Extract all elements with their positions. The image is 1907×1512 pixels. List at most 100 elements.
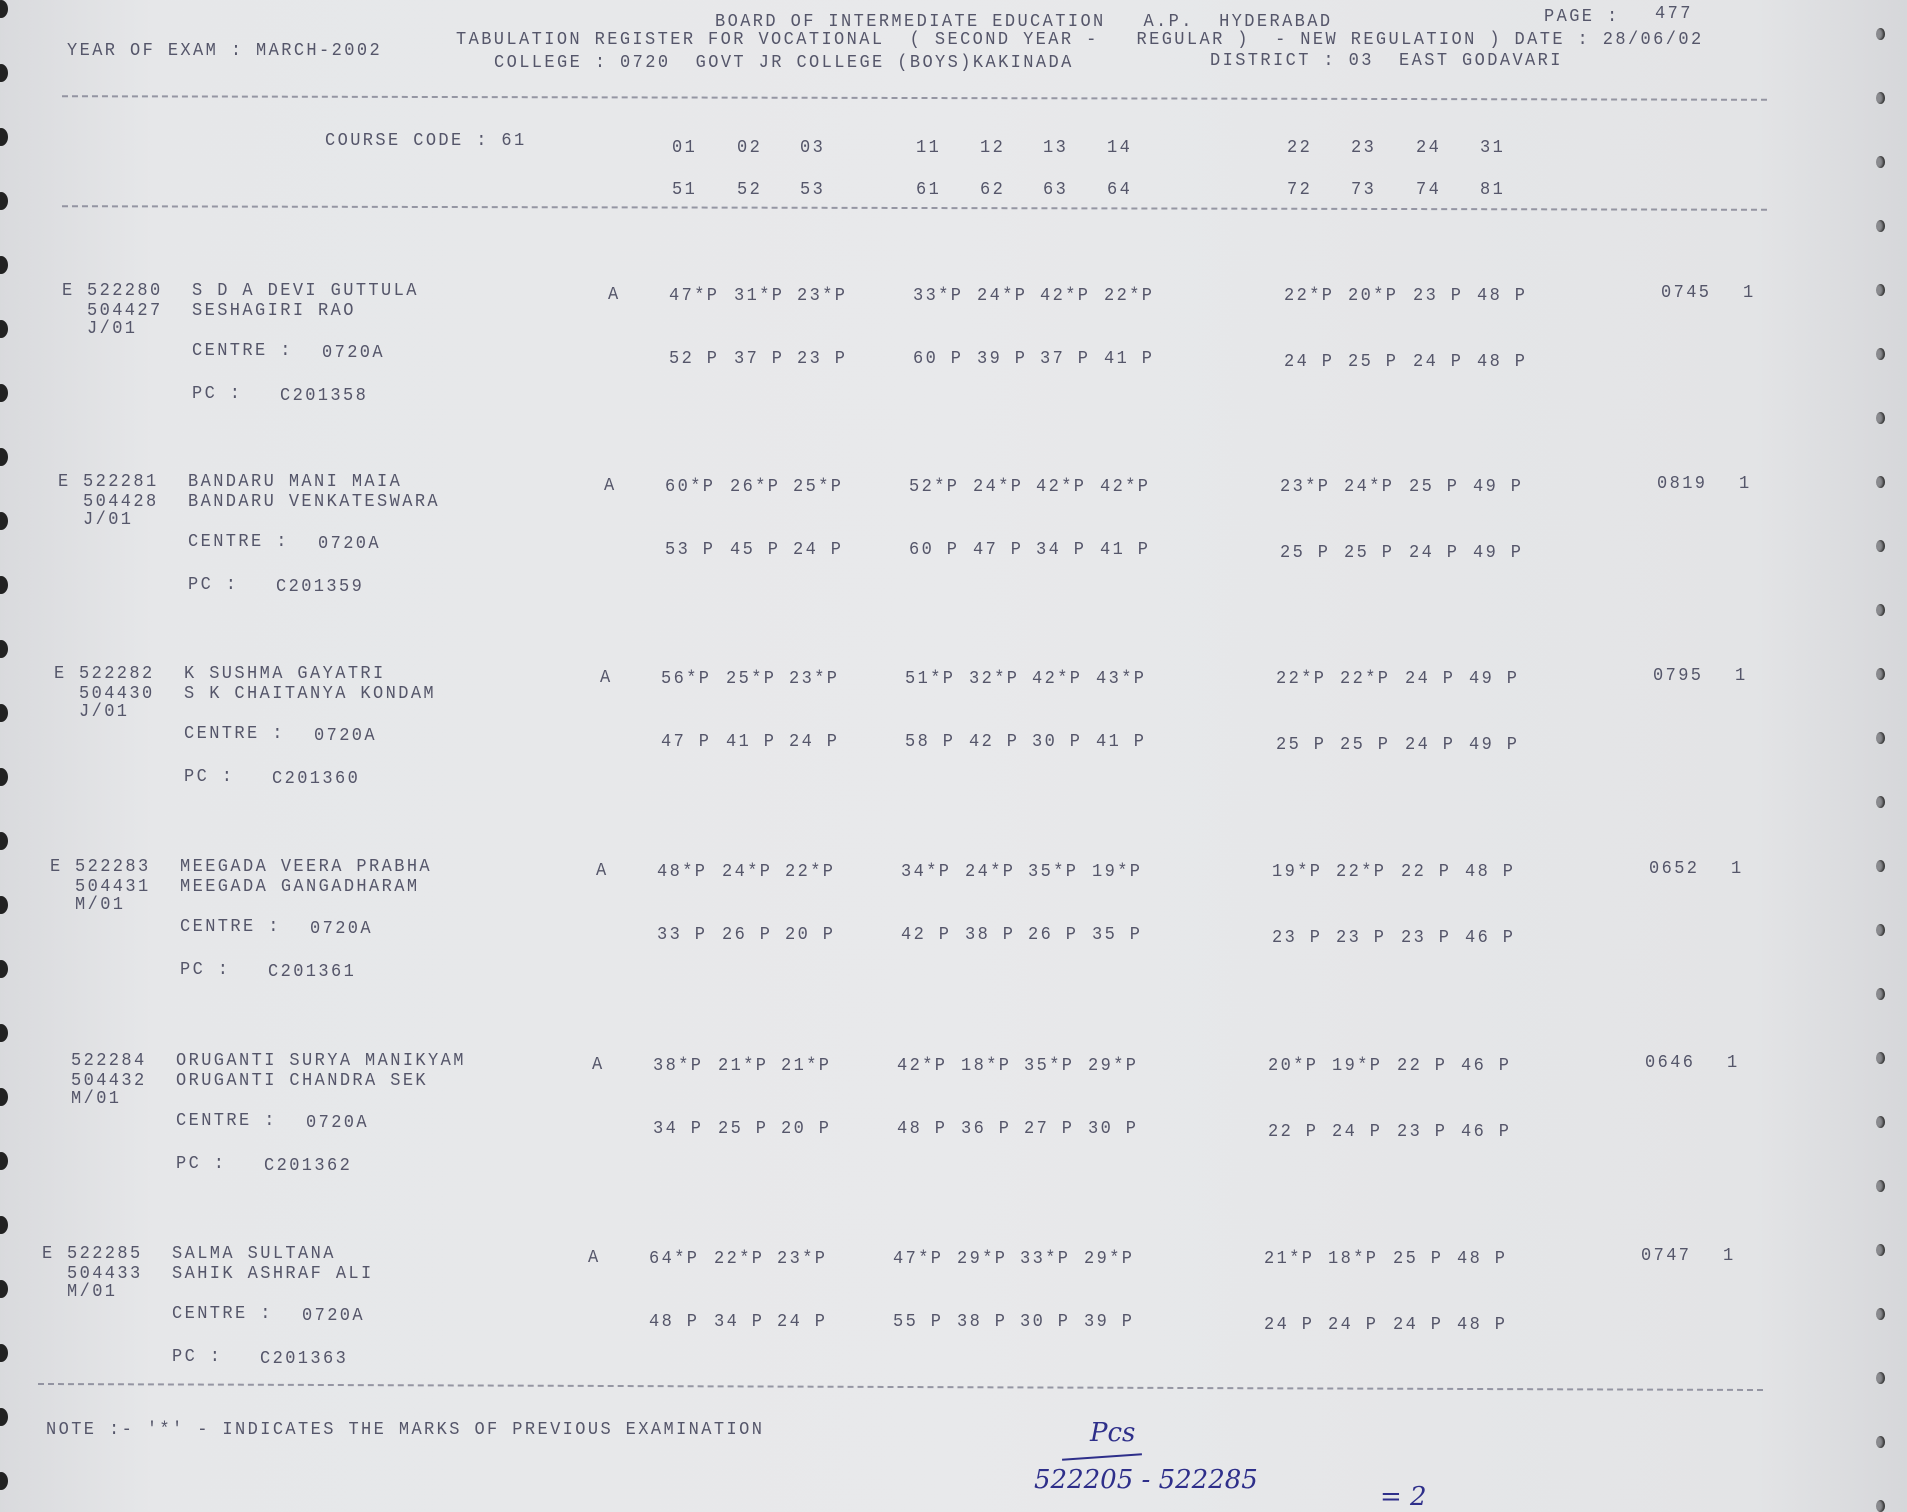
subject-code: 12 [980, 138, 1006, 159]
subject-code: 64 [1107, 180, 1133, 201]
punch-hole-icon [0, 1408, 8, 1426]
mark-previous: 48 P [1465, 862, 1516, 883]
mark-current: 23 P [1336, 928, 1387, 949]
secondary-id: 504430 [79, 684, 155, 705]
college: COLLEGE : 0720 GOVT JR COLLEGE (BOYS)KAK… [494, 53, 1074, 74]
mark-previous: 23*P [1280, 477, 1331, 498]
mark-previous: 51*P [905, 669, 956, 690]
subject-code: 72 [1287, 180, 1313, 201]
punch-hole-icon [0, 64, 8, 82]
punch-hole-icon [1876, 924, 1885, 936]
mark-previous: 42*P [1036, 477, 1087, 498]
mark-previous: 22*P [714, 1249, 765, 1270]
total-marks: 0646 [1645, 1053, 1696, 1074]
group-code: M/01 [75, 895, 126, 916]
punch-hole-icon [1876, 1308, 1885, 1320]
punch-hole-icon [0, 896, 8, 914]
mark-current: 24 P [793, 540, 844, 561]
mark-previous: 32*P [969, 669, 1020, 690]
mark-previous: 19*P [1272, 862, 1323, 883]
roll-number: 522283 [75, 857, 151, 878]
mark-current: 39 P [1084, 1312, 1135, 1333]
mark-previous: 21*P [1264, 1249, 1315, 1270]
punch-hole-icon [1876, 988, 1885, 1000]
subject-code: 63 [1043, 180, 1069, 201]
attempt-count: 1 [1731, 859, 1744, 880]
student-name: SALMA SULTANA [172, 1244, 336, 1265]
punch-hole-icon [1876, 604, 1885, 616]
punch-hole-icon [1876, 668, 1885, 680]
pc-code: C201358 [280, 386, 369, 407]
punch-hole-icon [0, 448, 8, 466]
mark-previous: 47*P [893, 1249, 944, 1270]
centre-label: CENTRE : [184, 724, 285, 745]
punch-hole-icon [1876, 1180, 1885, 1192]
mark-previous: 60*P [665, 477, 716, 498]
punch-hole-icon [1876, 732, 1885, 744]
mark-previous: 48*P [657, 862, 708, 883]
mark-previous: 20*P [1348, 286, 1399, 307]
mark-previous: 38*P [653, 1056, 704, 1077]
subject-code: 13 [1043, 138, 1069, 159]
mark-current: 39 P [977, 349, 1028, 370]
mark-current: 22 P [1268, 1122, 1319, 1143]
centre-label: CENTRE : [192, 341, 293, 362]
punch-hole-icon [1876, 860, 1885, 872]
mark-previous: 43*P [1096, 669, 1147, 690]
mark-current: 47 P [661, 732, 712, 753]
result-grade: A [604, 476, 617, 497]
punch-hole-icon [1876, 1500, 1885, 1512]
punch-hole-icon [1876, 1436, 1885, 1448]
pc-code: C201363 [260, 1349, 349, 1370]
mark-current: 24 P [1264, 1315, 1315, 1336]
mark-previous: 22*P [1104, 286, 1155, 307]
mark-current: 48 P [1477, 352, 1528, 373]
mark-current: 25 P [1344, 543, 1395, 564]
mark-current: 42 P [901, 925, 952, 946]
total-marks: 0652 [1649, 859, 1700, 880]
mark-current: 33 P [657, 925, 708, 946]
mark-current: 26 P [1028, 925, 1079, 946]
pc-label: PC : [188, 575, 239, 596]
pc-code: C201361 [268, 962, 357, 983]
student-name: BANDARU MANI MAIA [188, 472, 403, 493]
handwritten-pcs: Pcs [1090, 1418, 1136, 1448]
father-name: ORUGANTI CHANDRA SEK [176, 1071, 429, 1092]
mark-previous: 18*P [961, 1056, 1012, 1077]
subject-code: 52 [737, 180, 763, 201]
pc-code: C201359 [276, 577, 365, 598]
centre-label: CENTRE : [188, 532, 289, 553]
handwritten-range: 522205 - 522285 [1034, 1465, 1258, 1495]
mark-previous: 22 P [1397, 1056, 1448, 1077]
roll-number: 522282 [79, 664, 155, 685]
mark-current: 25 P [1348, 352, 1399, 373]
mark-previous: 23*P [797, 286, 848, 307]
mark-previous: 22 P [1401, 862, 1452, 883]
centre-code: 0720A [314, 726, 378, 747]
punch-hole-icon [0, 704, 8, 722]
punch-hole-icon [1876, 476, 1885, 488]
punch-hole-icon [0, 1088, 8, 1106]
punch-hole-icon [0, 768, 8, 786]
subject-code: 51 [672, 180, 698, 201]
mark-current: 25 P [1276, 735, 1327, 756]
mark-current: 25 P [718, 1119, 769, 1140]
punch-hole-icon [1876, 28, 1885, 40]
mark-current: 24 P [1284, 352, 1335, 373]
mark-current: 24 P [1413, 352, 1464, 373]
mark-previous: 34*P [901, 862, 952, 883]
mark-previous: 19*P [1092, 862, 1143, 883]
subject-code: 02 [737, 138, 763, 159]
pc-code: C201360 [272, 769, 361, 790]
mark-current: 30 P [1020, 1312, 1071, 1333]
register-title: TABULATION REGISTER FOR VOCATIONAL ( SEC… [456, 30, 1704, 51]
total-marks: 0745 [1661, 283, 1712, 304]
attempt-count: 1 [1739, 474, 1752, 495]
mark-previous: 33*P [913, 286, 964, 307]
mark-current: 41 P [726, 732, 777, 753]
mark-previous: 64*P [649, 1249, 700, 1270]
mark-previous: 21*P [781, 1056, 832, 1077]
mark-previous: 46 P [1461, 1056, 1512, 1077]
total-marks: 0747 [1641, 1246, 1692, 1267]
divider [61, 95, 1768, 101]
